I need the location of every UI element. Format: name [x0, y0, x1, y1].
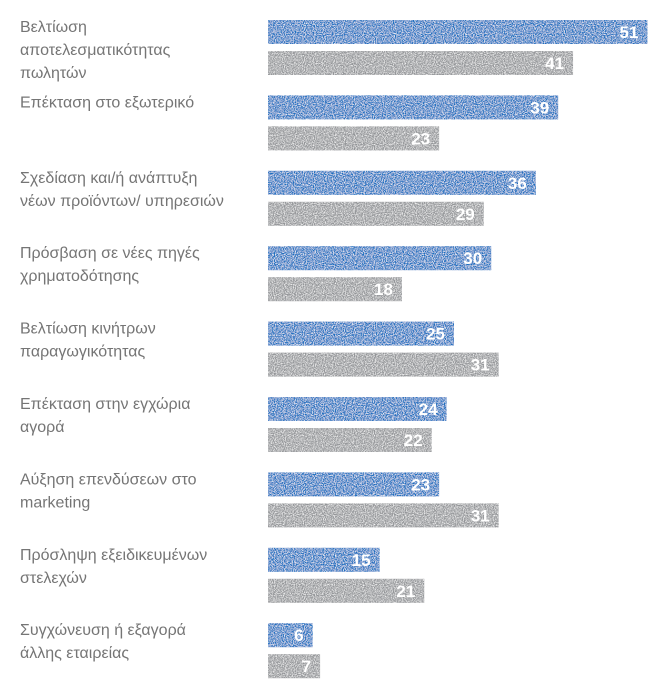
category-label-line: Σχεδίαση και/ή ανάπτυξη — [20, 170, 197, 187]
category-label-line: Πρόσληψη εξειδικευμένων — [20, 547, 207, 564]
bar-gray — [268, 126, 440, 151]
category-group: Βελτίωση αποτελεσματικότητας πωλητών 51 41 — [20, 19, 648, 82]
bar-blue — [268, 95, 559, 120]
category-label-line: νέων προϊόντων/ υπηρεσιών — [20, 193, 224, 210]
category-label-line: χρηματοδότησης — [20, 268, 139, 285]
bar-gray — [268, 352, 499, 377]
category-label-line: αποτελεσματικότητας — [20, 42, 171, 59]
bar-gray — [268, 277, 402, 302]
bar-gray — [268, 428, 432, 452]
category-label: Βελτίωση κινήτρων παραγωγικότητας — [20, 321, 156, 361]
value-label: 23 — [411, 129, 430, 148]
category-group: Βελτίωση κινήτρων παραγωγικότητας 25 31 — [20, 321, 499, 377]
category-label-line: Πρόσβαση σε νέες πηγές — [20, 245, 200, 262]
category-group: Πρόσβαση σε νέες πηγές χρηματοδότησης 30 18 — [20, 245, 492, 302]
value-label: 24 — [419, 400, 438, 419]
category-label-line: Βελτίωση κινήτρων — [20, 321, 156, 338]
category-label: Επέκταση στο εξωτερικό — [20, 94, 194, 111]
category-label-line: στελεχών — [20, 570, 87, 587]
category-label-line: marketing — [20, 494, 90, 511]
value-label: 7 — [302, 657, 311, 676]
category-group: Επέκταση στο εξωτερικό 39 23 — [20, 94, 559, 151]
bar-gray — [268, 201, 484, 226]
value-label: 6 — [294, 626, 303, 645]
category-group: Αύξηση επενδύσεων στο marketing 23 31 — [20, 471, 499, 528]
value-label: 18 — [374, 280, 393, 299]
bar-gray — [268, 51, 574, 75]
bar-gray — [268, 654, 321, 679]
bar-gray — [268, 503, 499, 528]
value-label: 21 — [396, 582, 415, 601]
bar-blue — [268, 170, 536, 195]
category-label: Συγχώνευση ή εξαγορά άλλης εταιρείας — [20, 622, 186, 662]
category-label-line: παραγωγικότητας — [20, 344, 146, 361]
bar-blue — [268, 472, 440, 497]
category-label-line: Συγχώνευση ή εξαγορά — [20, 622, 186, 639]
bar-blue — [268, 623, 313, 648]
category-label-line: Επέκταση στην εγχώρια — [20, 396, 190, 413]
category-label: Σχεδίαση και/ή ανάπτυξη νέων προϊόντων/ υ… — [20, 170, 224, 210]
category-label-line: Επέκταση στο εξωτερικό — [20, 94, 194, 111]
category-label: Βελτίωση αποτελεσματικότητας πωλητών — [20, 19, 171, 82]
value-label: 25 — [426, 325, 445, 344]
category-group: Πρόσληψη εξειδικευμένων στελεχών 15 21 — [20, 547, 425, 603]
category-label-line: Βελτίωση — [20, 19, 87, 36]
category-label: Πρόσληψη εξειδικευμένων στελεχών — [20, 547, 207, 587]
bar-blue — [268, 321, 454, 346]
category-label-line: αγορά — [20, 419, 65, 436]
plot-area: Βελτίωση αποτελεσματικότητας πωλητών 51 41 Επ… — [20, 19, 648, 679]
value-label: 51 — [620, 23, 639, 42]
category-label-line: πωλητών — [20, 65, 86, 82]
category-label-line: άλλης εταιρείας — [20, 645, 129, 662]
bar-blue — [268, 20, 648, 44]
value-label: 31 — [471, 356, 490, 375]
bar-blue — [268, 547, 380, 572]
value-label: 22 — [404, 431, 423, 450]
category-group: Επέκταση στην εγχώρια αγορά 24 22 — [20, 396, 447, 452]
bar-blue — [268, 246, 492, 271]
value-label: 41 — [545, 54, 564, 73]
category-group: Συγχώνευση ή εξαγορά άλλης εταιρείας 6 7 — [20, 622, 321, 679]
value-label: 15 — [352, 551, 371, 570]
category-label: Επέκταση στην εγχώρια αγορά — [20, 396, 190, 436]
value-label: 39 — [530, 98, 549, 117]
value-label: 31 — [471, 506, 490, 525]
category-label: Πρόσβαση σε νέες πηγές χρηματοδότησης — [20, 245, 200, 285]
category-label: Αύξηση επενδύσεων στο marketing — [20, 471, 197, 511]
value-label: 23 — [411, 475, 430, 494]
value-label: 36 — [508, 174, 527, 193]
category-group: Σχεδίαση και/ή ανάπτυξη νέων προϊόντων/ υ… — [20, 170, 536, 226]
bar-gray — [268, 578, 425, 603]
category-label-line: Αύξηση επενδύσεων στο — [20, 471, 197, 488]
value-label: 30 — [463, 249, 482, 268]
value-label: 29 — [456, 205, 475, 224]
bar-blue — [268, 397, 447, 421]
